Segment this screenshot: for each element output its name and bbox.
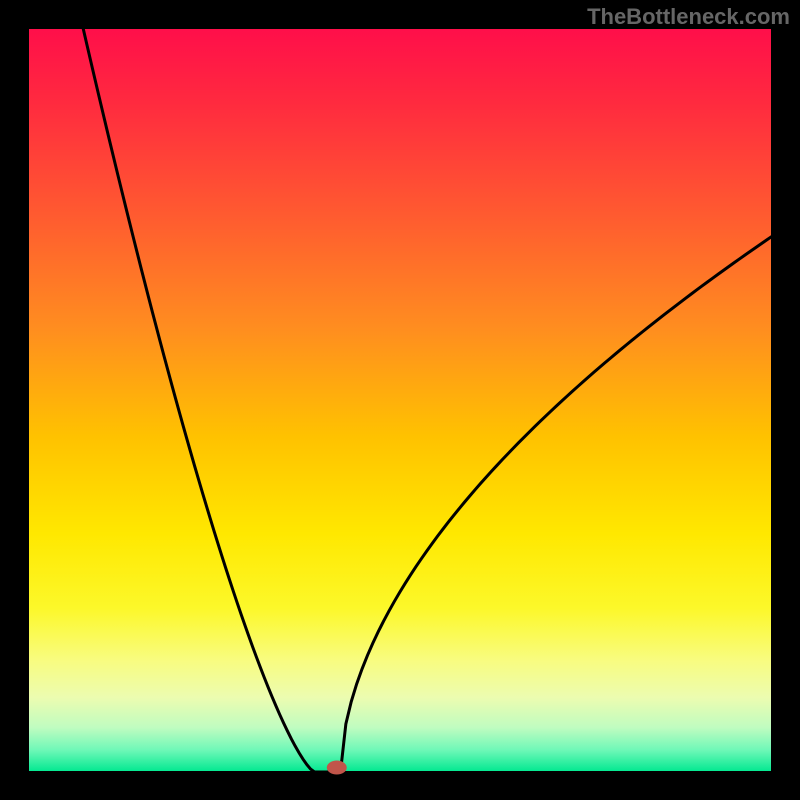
watermark-text: TheBottleneck.com [587,4,790,30]
bottleneck-chart [0,0,800,800]
plot-background [28,28,772,772]
chart-container: TheBottleneck.com [0,0,800,800]
optimal-marker [327,761,347,775]
